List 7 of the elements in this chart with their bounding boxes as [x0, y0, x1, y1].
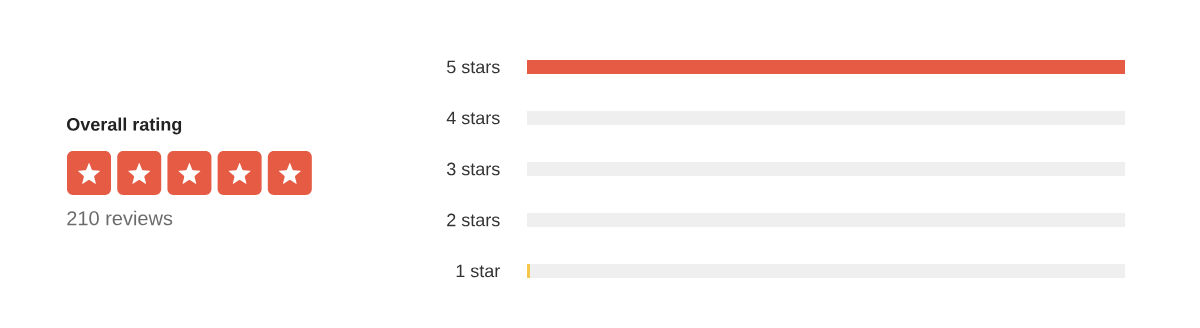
- y-tick-label: 1 star: [456, 264, 500, 278]
- y-tick-label: 5 stars: [446, 60, 500, 74]
- y-tick-label: 2 stars: [447, 213, 500, 227]
- text: Overall rating: [67, 117, 182, 135]
- y-tick-label: 4 stars: [446, 111, 500, 125]
- y-tick-label: 3 stars: [446, 162, 500, 176]
- text: 210 reviews: [67, 210, 173, 226]
